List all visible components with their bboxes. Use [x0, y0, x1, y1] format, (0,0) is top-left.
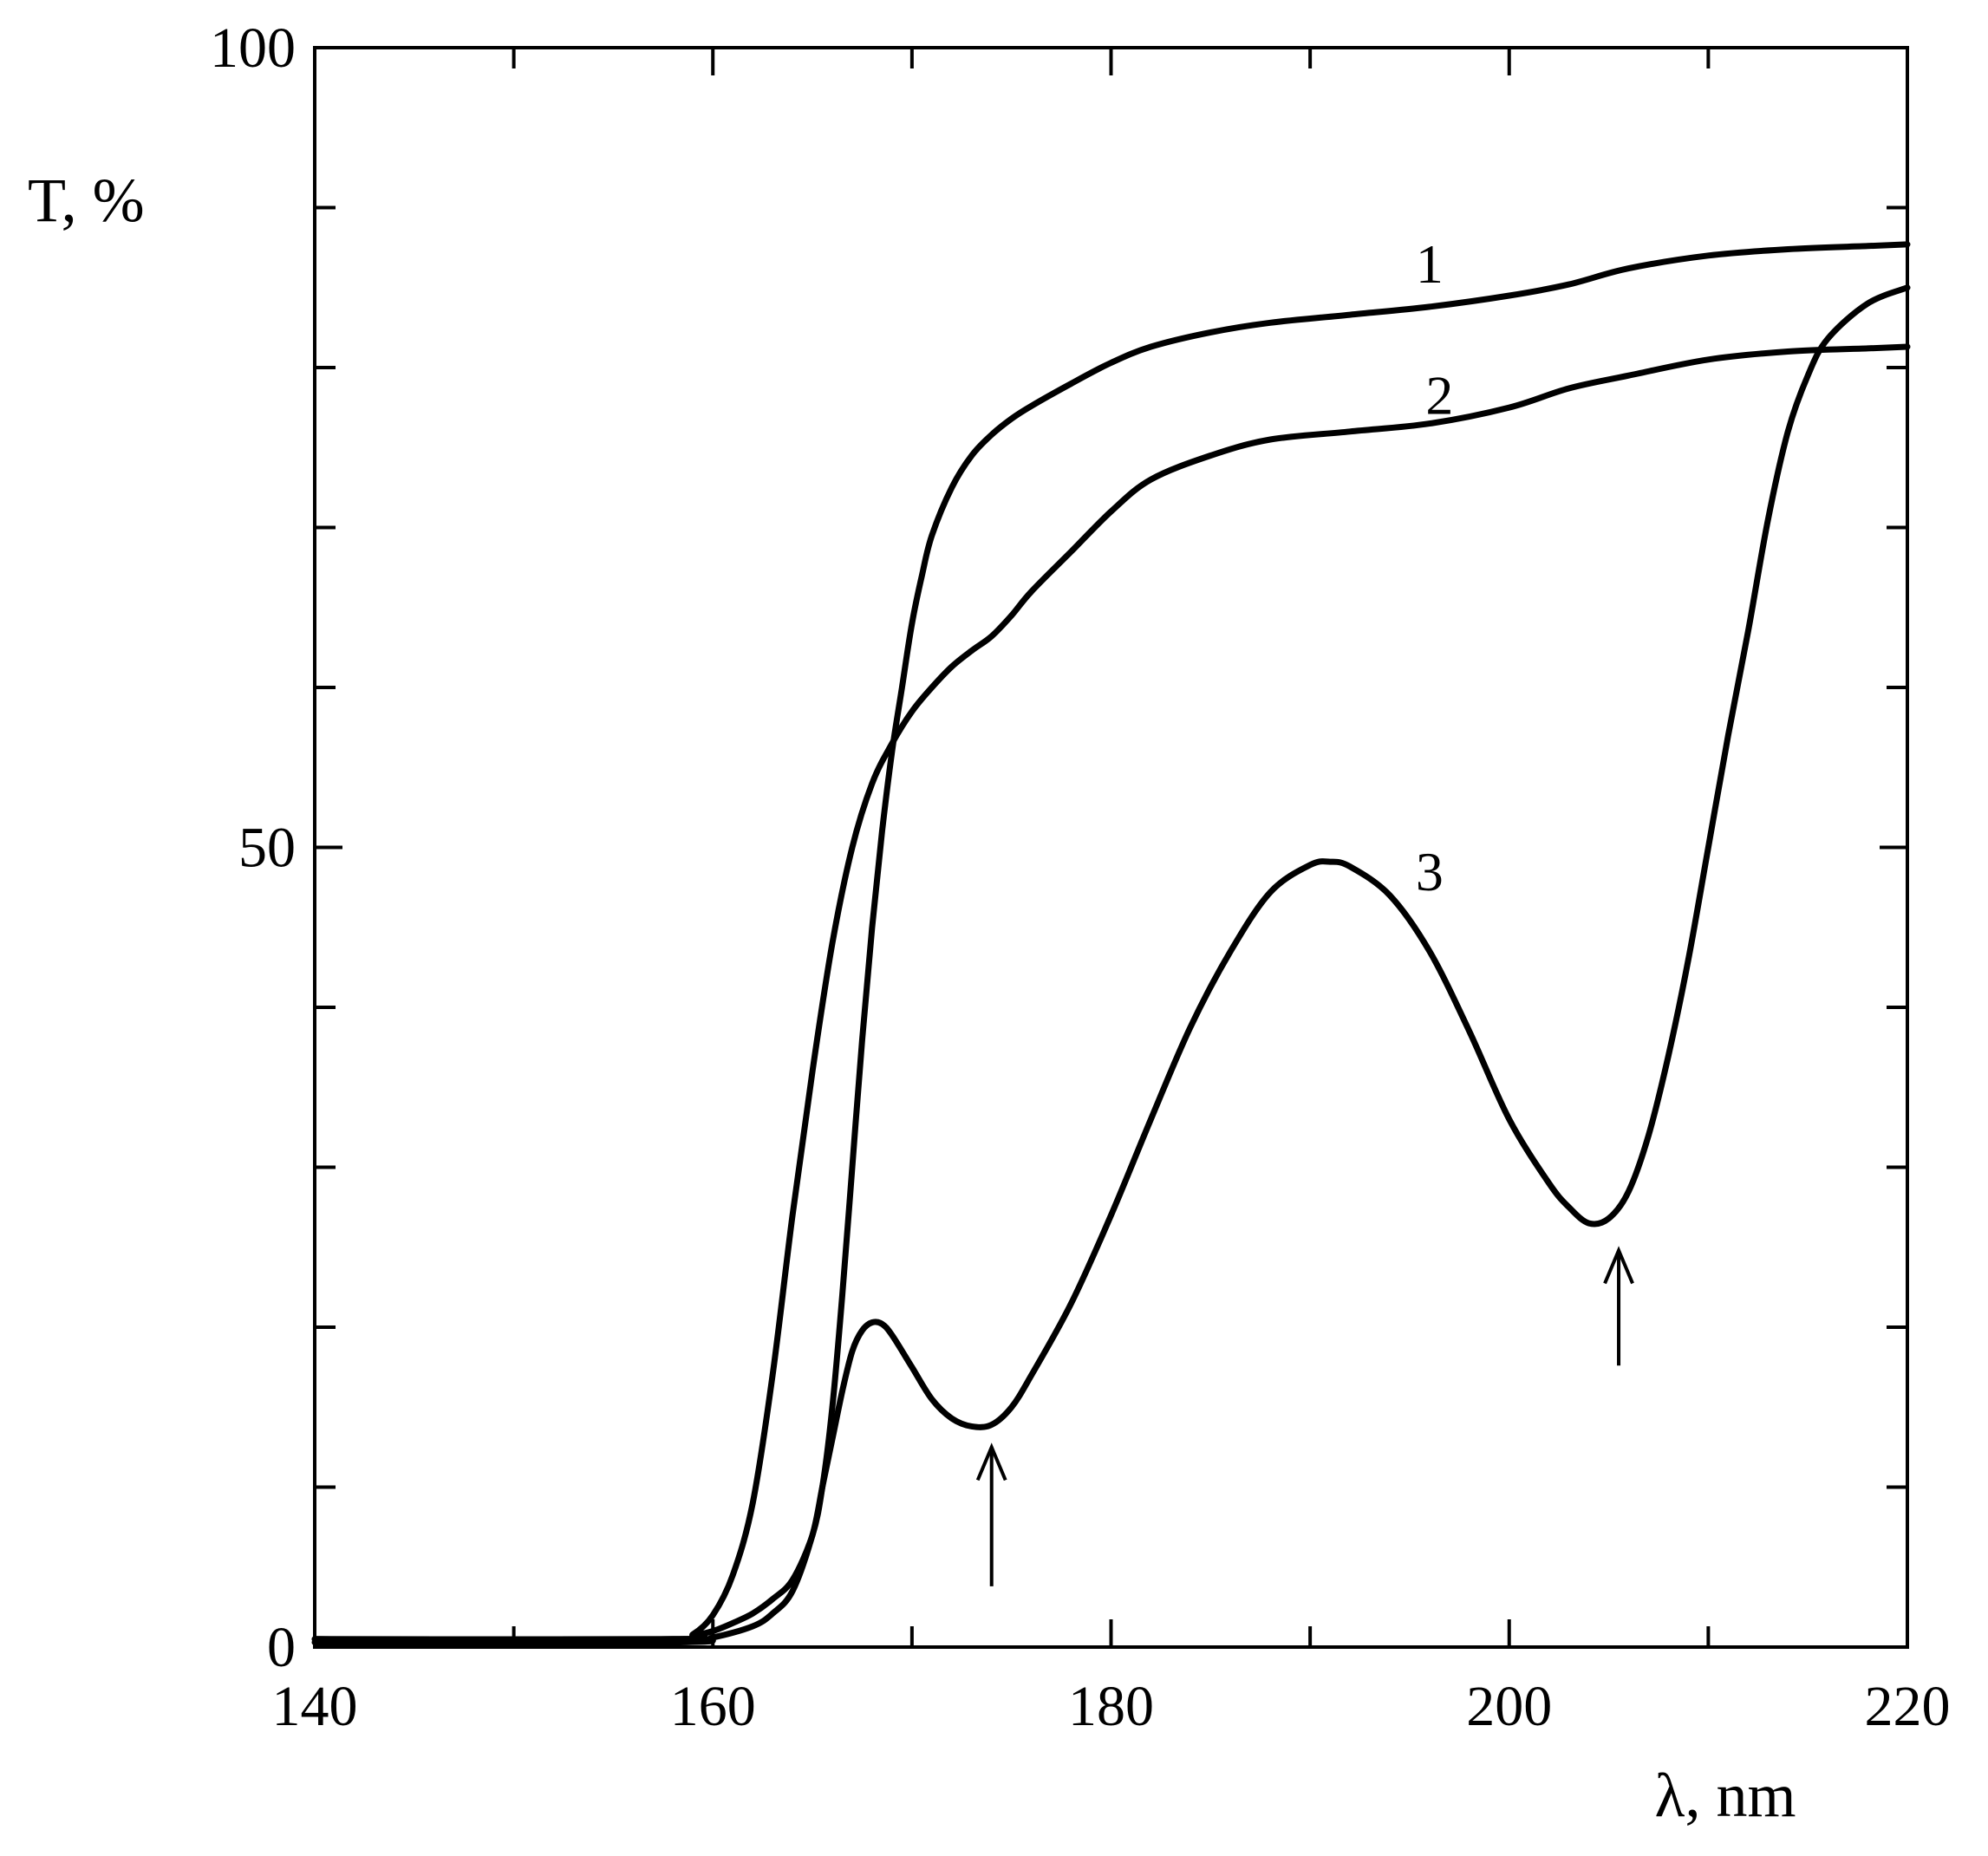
series-line-3 — [311, 284, 1911, 1646]
arrow-head-1 — [975, 1442, 1007, 1482]
curve-label-1: 1 — [1416, 233, 1444, 295]
text-group: 140 160 180 200 220 0 50 100 λ, nm T, % 1 2 3 — [28, 16, 1951, 1830]
plot-area — [313, 46, 1909, 1649]
annotation-group — [975, 1246, 1634, 1586]
x-tick-label: 140 — [272, 1675, 358, 1738]
arrow-head-2 — [1603, 1246, 1634, 1285]
curve-label-3: 3 — [1416, 841, 1444, 902]
x-tick-label: 160 — [670, 1675, 756, 1738]
y-axis-label: T, % — [28, 166, 145, 235]
x-tick-label: 220 — [1865, 1675, 1951, 1738]
y-tick-label: 100 — [210, 16, 296, 80]
x-tick-label: 200 — [1466, 1675, 1552, 1738]
x-axis-label: λ, nm — [1655, 1761, 1796, 1830]
plot-frame — [313, 46, 1909, 1649]
series-line-1 — [311, 241, 1911, 1643]
y-tick-label: 50 — [238, 817, 296, 880]
series-group — [311, 241, 1911, 1646]
series-line-2 — [311, 343, 1911, 1643]
curve-label-2: 2 — [1425, 364, 1453, 426]
y-tick-label: 0 — [267, 1616, 296, 1679]
x-tick-label: 180 — [1068, 1675, 1154, 1738]
